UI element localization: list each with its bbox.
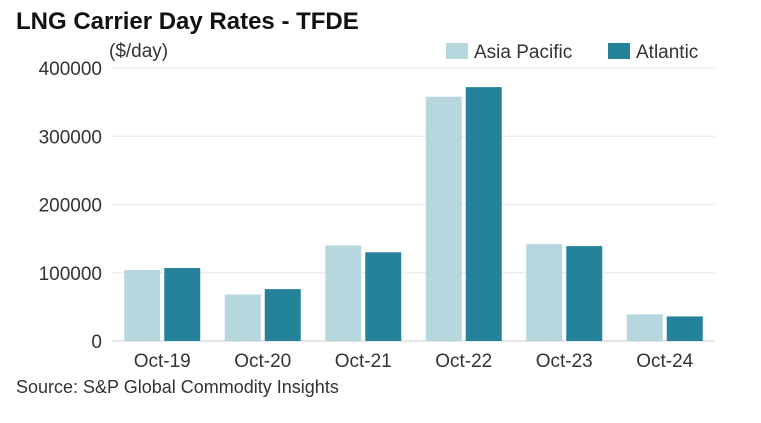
bar-atlantic [264,289,301,341]
bar-atlantic [164,267,201,341]
legend-label-atlantic: Atlantic [636,42,698,63]
legend-swatch-atlantic [608,43,630,59]
bar-asia-pacific [425,96,462,341]
bar-asia-pacific [224,294,261,341]
legend-swatch-asia-pacific [446,43,468,59]
bar-atlantic [465,87,502,341]
y-tick-label: 400000 [39,59,102,80]
y-tick-label: 100000 [39,264,102,285]
y-axis-unit-label: ($/day) [109,41,168,62]
y-axis-ticks: 0 100000 200000 300000 400000 [39,59,102,353]
chart-legend: Asia Pacific Atlantic [446,42,698,63]
bar-asia-pacific [325,245,362,341]
x-axis-ticks: Oct-19 Oct-20 Oct-21 Oct-22 Oct-23 Oct-24 [134,351,694,372]
bar-asia-pacific [124,270,161,341]
bar-asia-pacific [526,244,563,341]
legend-label-asia-pacific: Asia Pacific [474,42,572,63]
x-tick-label: Oct-20 [234,351,291,372]
bar-asia-pacific [626,314,663,341]
x-tick-label: Oct-21 [335,351,392,372]
source-note: Source: S&P Global Commodity Insights [16,377,339,397]
bar-atlantic [666,316,703,341]
x-tick-label: Oct-24 [636,351,693,372]
chart-title: LNG Carrier Day Rates - TFDE [16,8,359,35]
y-tick-label: 0 [91,332,102,353]
y-tick-label: 300000 [39,127,102,148]
y-tick-label: 200000 [39,196,102,217]
bar-atlantic [566,246,603,341]
gridlines [112,67,715,342]
x-tick-label: Oct-19 [134,351,191,372]
bars [124,87,703,341]
x-tick-label: Oct-23 [536,351,593,372]
x-tick-label: Oct-22 [435,351,492,372]
bar-atlantic [365,252,402,341]
